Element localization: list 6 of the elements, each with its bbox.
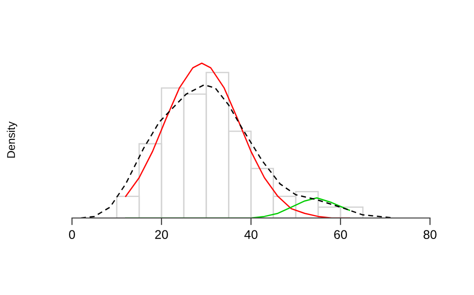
x-tick-label: 0 [69,230,75,239]
x-tick-label: 20 [155,230,168,239]
x-tick-label: 60 [334,230,347,239]
y-axis-title: Density [6,121,18,158]
x-tick-label: 80 [424,230,436,239]
x-tick-label: 40 [244,230,258,239]
